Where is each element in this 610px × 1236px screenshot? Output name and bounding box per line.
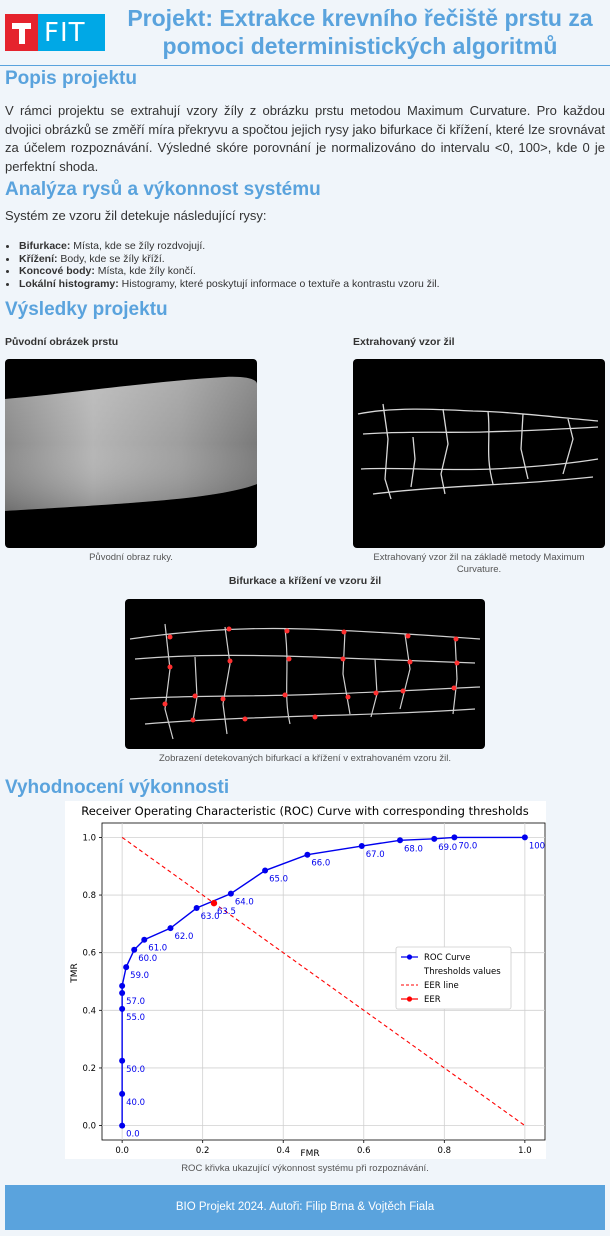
x-tick-label: 0.4 bbox=[276, 1146, 290, 1156]
threshold-label: 69.0 bbox=[438, 843, 457, 853]
eer-line bbox=[121, 836, 526, 1127]
chart-title: Receiver Operating Characteristic (ROC) … bbox=[81, 804, 528, 818]
img3-caption: Zobrazení detekovaných bifurkací a kříže… bbox=[159, 753, 451, 764]
roc-point bbox=[451, 834, 458, 841]
fit-logo: FIT bbox=[5, 14, 105, 51]
chart-xlabel: FMR bbox=[300, 1149, 319, 1159]
threshold-label: 59.0 bbox=[130, 971, 149, 981]
roc-point bbox=[304, 851, 311, 858]
y-tick-label: 0.2 bbox=[82, 1064, 96, 1074]
roc-point bbox=[521, 834, 528, 841]
roc-point bbox=[131, 946, 138, 953]
threshold-label: 66.0 bbox=[311, 859, 330, 869]
list-item: Koncové body: Místa, kde žíly končí. bbox=[5, 265, 605, 278]
roc-chart: Receiver Operating Characteristic (ROC) … bbox=[65, 801, 553, 1159]
legend-box bbox=[395, 946, 512, 1010]
list-item: Bifurkace: Místa, kde se žíly rozdvojují… bbox=[5, 240, 605, 253]
threshold-label: 100.0 bbox=[529, 841, 546, 851]
legend-label: ROC Curve bbox=[424, 953, 470, 963]
logo-red-block bbox=[5, 14, 38, 51]
x-tick-label: 0.6 bbox=[357, 1146, 371, 1156]
legend-label: EER line bbox=[424, 981, 459, 991]
eer-point bbox=[210, 899, 218, 907]
threshold-label: 40.0 bbox=[126, 1098, 145, 1108]
threshold-label: 62.0 bbox=[174, 932, 193, 942]
page-footer: BIO Projekt 2024. Autoři: Filip Brna & V… bbox=[5, 1185, 605, 1230]
img1-label: Původní obrázek prstu bbox=[5, 336, 119, 348]
threshold-label: 63.0 bbox=[201, 912, 220, 922]
roc-point bbox=[119, 990, 126, 997]
eer-label: 63.5 bbox=[217, 907, 236, 917]
popis-paragraph: V rámci projektu se extrahují vzory žíly… bbox=[5, 103, 605, 174]
page-title: Projekt: Extrakce krevního řečiště prstu… bbox=[127, 5, 593, 59]
threshold-label: 70.0 bbox=[458, 841, 477, 851]
analyza-intro: Systém ze vzoru žil detekuje následující… bbox=[5, 208, 267, 223]
threshold-label: 67.0 bbox=[366, 850, 385, 860]
y-tick-label: 0.4 bbox=[82, 1006, 96, 1016]
vein-pattern-image bbox=[353, 359, 605, 548]
list-item: Křížení: Body, kde se žíly kříží. bbox=[5, 253, 605, 266]
roc-point bbox=[397, 837, 404, 844]
y-tick-label: 0.6 bbox=[82, 949, 96, 959]
roc-point bbox=[123, 964, 130, 971]
threshold-label: 60.0 bbox=[138, 954, 157, 964]
feature-list: Bifurkace: Místa, kde se žíly rozdvojují… bbox=[5, 240, 605, 290]
legend-marker bbox=[406, 954, 413, 960]
section-title-vyhodnoceni: Vyhodnocení výkonnosti bbox=[5, 777, 230, 798]
legend-label: EER bbox=[424, 995, 441, 1005]
x-tick-label: 1.0 bbox=[518, 1146, 532, 1156]
roc-chart-svg: Receiver Operating Characteristic (ROC) … bbox=[70, 804, 553, 1159]
bifurcation-image bbox=[125, 599, 485, 749]
roc-point bbox=[119, 1122, 126, 1129]
list-item: Lokální histogramy: Histogramy, které po… bbox=[5, 278, 605, 291]
y-tick-label: 0.8 bbox=[82, 891, 96, 901]
img2-caption: Extrahovaný vzor žil na základě metody M… bbox=[373, 552, 585, 575]
roc-point bbox=[141, 936, 148, 943]
roc-point bbox=[119, 982, 126, 989]
x-tick-label: 0.8 bbox=[438, 1146, 452, 1156]
roc-point bbox=[193, 905, 200, 912]
x-tick-label: 0.0 bbox=[115, 1146, 129, 1156]
chart-ylabel: TMR bbox=[70, 963, 80, 984]
img3-label: Bifurkace a křížení ve vzoru žil bbox=[228, 575, 382, 587]
roc-point bbox=[119, 1057, 126, 1064]
roc-point bbox=[167, 925, 174, 932]
legend-marker bbox=[406, 996, 413, 1002]
threshold-label: 57.0 bbox=[126, 997, 145, 1007]
legend-label: Thresholds values bbox=[423, 967, 501, 977]
logo-text: FIT bbox=[44, 18, 86, 48]
x-tick-label: 0.2 bbox=[196, 1146, 210, 1156]
chart-caption: ROC křivka ukazující výkonnost systému p… bbox=[181, 1163, 429, 1174]
img2-label: Extrahovaný vzor žil bbox=[353, 336, 455, 348]
section-title-vysledky: Výsledky projektu bbox=[5, 299, 168, 320]
y-tick-label: 0.0 bbox=[82, 1122, 96, 1132]
roc-point bbox=[227, 890, 234, 897]
threshold-label: 68.0 bbox=[404, 844, 423, 854]
section-title-analyza: Analýza rysů a výkonnost systému bbox=[5, 179, 321, 200]
threshold-label: 50.0 bbox=[126, 1065, 145, 1075]
page-header: FIT Projekt: Extrakce krevního řečiště p… bbox=[0, 0, 610, 66]
threshold-label: 61.0 bbox=[148, 944, 167, 954]
roc-point bbox=[262, 867, 269, 874]
threshold-label: 64.0 bbox=[235, 898, 254, 908]
threshold-label: 0.0 bbox=[126, 1130, 140, 1140]
section-title-popis: Popis projektu bbox=[5, 68, 137, 89]
y-tick-label: 1.0 bbox=[82, 833, 96, 843]
finger-image bbox=[5, 359, 257, 548]
roc-point bbox=[119, 1005, 126, 1012]
img1-caption: Původní obraz ruky. bbox=[89, 552, 173, 563]
threshold-label: 55.0 bbox=[126, 1013, 145, 1023]
roc-point bbox=[358, 843, 365, 850]
roc-point bbox=[431, 835, 438, 842]
roc-point bbox=[119, 1090, 126, 1097]
threshold-label: 65.0 bbox=[269, 875, 288, 885]
